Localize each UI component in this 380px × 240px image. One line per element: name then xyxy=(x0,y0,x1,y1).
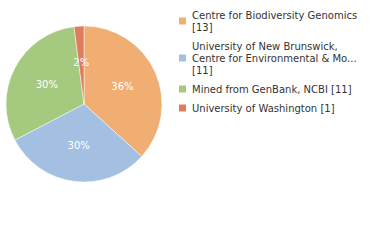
svg-text:[11]: [11] xyxy=(192,65,213,76)
svg-text:30%: 30% xyxy=(68,140,90,151)
svg-text:30%: 30% xyxy=(36,79,58,90)
svg-text:36%: 36% xyxy=(111,81,133,92)
svg-text:2%: 2% xyxy=(73,57,89,68)
svg-text:Centre for Environmental & Mo.: Centre for Environmental & Mo... xyxy=(192,53,360,64)
svg-text:Mined from GenBank, NCBI [11]: Mined from GenBank, NCBI [11] xyxy=(192,84,352,95)
svg-text:University of Washington [1]: University of Washington [1] xyxy=(192,103,335,114)
svg-text:University of New Brunswick,: University of New Brunswick, xyxy=(192,41,341,52)
svg-text:Centre for Biodiversity Genomi: Centre for Biodiversity Genomics xyxy=(192,10,360,21)
svg-text:[13]: [13] xyxy=(192,22,213,33)
